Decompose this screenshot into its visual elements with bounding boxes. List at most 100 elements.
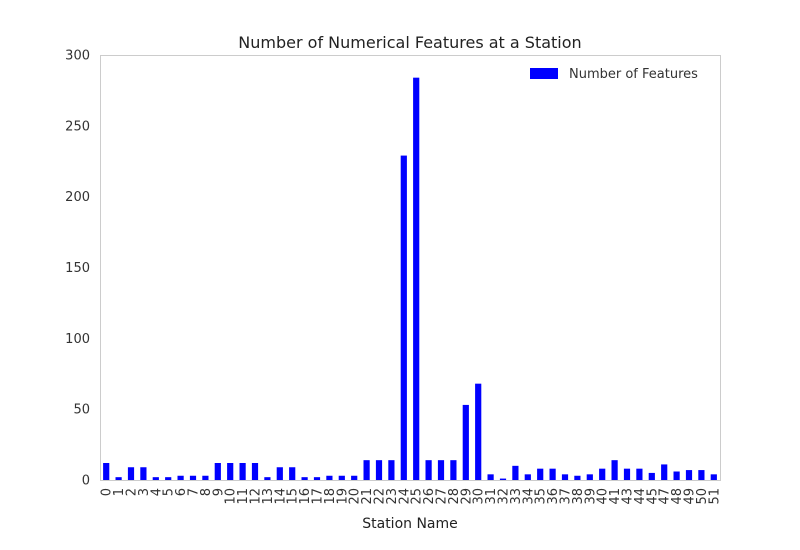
x-tick-label: 23 <box>385 488 400 505</box>
bar <box>239 463 246 480</box>
y-tick-label: 50 <box>73 403 90 418</box>
bar <box>189 475 197 480</box>
x-tick-label: 40 <box>596 488 611 505</box>
bar <box>661 464 668 480</box>
bar <box>512 465 519 480</box>
bar <box>388 460 395 480</box>
y-tick-labels: 0 50 100 150 200 250 300 <box>65 49 90 489</box>
bar <box>177 475 184 480</box>
x-tick-label: 28 <box>447 488 462 505</box>
bar <box>400 155 407 480</box>
bar <box>487 474 494 480</box>
bar <box>127 467 135 480</box>
bar <box>301 477 308 480</box>
x-tick-label: 24 <box>397 488 412 505</box>
x-tick-label: 50 <box>695 488 710 505</box>
x-tick-label: 2 <box>125 488 140 496</box>
bar <box>326 475 333 480</box>
x-tick-label: 48 <box>670 488 685 505</box>
x-tick-label: 9 <box>211 488 226 496</box>
x-tick-label: 39 <box>583 488 598 505</box>
x-tick-label: 22 <box>373 488 388 505</box>
x-tick-label: 15 <box>286 488 301 505</box>
bar <box>648 472 655 480</box>
bar <box>499 478 507 480</box>
legend: Number of Features <box>530 67 698 82</box>
x-tick-label: 41 <box>608 488 623 505</box>
x-tick-label: 8 <box>199 488 214 496</box>
bar <box>673 471 680 480</box>
bar <box>202 475 209 480</box>
x-tick-label: 37 <box>559 488 574 505</box>
bar <box>524 474 531 480</box>
bar <box>227 463 234 480</box>
bar <box>636 468 643 480</box>
x-axis-title: Station Name <box>362 516 458 532</box>
x-tick-label: 5 <box>162 488 177 496</box>
y-tick-label: 0 <box>82 474 90 489</box>
x-tick-label: 36 <box>546 488 561 505</box>
x-tick-label: 18 <box>323 488 338 505</box>
x-tick-labels: 0123456789101112131415161718192021222324… <box>100 488 723 505</box>
x-tick-label: 11 <box>236 488 251 505</box>
bar <box>413 77 420 481</box>
bar <box>165 477 172 480</box>
x-tick-label: 1 <box>112 488 127 496</box>
legend-label: Number of Features <box>569 67 698 82</box>
bar <box>574 475 581 480</box>
x-tick-label: 47 <box>658 488 673 505</box>
bar <box>363 460 370 480</box>
x-tick-label: 13 <box>261 488 276 505</box>
x-tick-label: 14 <box>273 488 288 505</box>
bar <box>103 463 110 480</box>
bar <box>251 463 259 480</box>
bar <box>710 474 717 480</box>
x-tick-label: 38 <box>571 488 586 505</box>
bar <box>214 463 221 480</box>
x-tick-label: 32 <box>497 488 512 505</box>
x-tick-label: 20 <box>348 488 363 505</box>
x-tick-label: 4 <box>149 488 164 496</box>
bar <box>450 460 457 480</box>
x-tick-label: 33 <box>509 488 524 505</box>
x-tick-label: 35 <box>534 488 549 505</box>
y-tick-label: 300 <box>65 49 90 64</box>
x-tick-label: 17 <box>311 488 326 505</box>
x-tick-label: 30 <box>472 488 487 505</box>
bar <box>264 477 271 480</box>
x-tick-label: 3 <box>137 488 152 496</box>
bar <box>115 477 122 480</box>
bar <box>623 468 631 480</box>
bar <box>462 404 469 480</box>
bar <box>313 477 321 480</box>
y-tick-label: 250 <box>65 119 90 134</box>
bar <box>338 475 345 480</box>
x-tick-label: 44 <box>633 488 648 505</box>
x-tick-label: 51 <box>707 488 722 505</box>
bar <box>586 474 593 480</box>
y-tick-label: 200 <box>65 190 90 205</box>
bar <box>152 477 159 480</box>
x-tick-label: 7 <box>187 488 202 496</box>
x-tick-label: 10 <box>224 488 239 505</box>
bar <box>561 474 569 480</box>
y-tick-label: 100 <box>65 332 90 347</box>
bar <box>537 468 544 480</box>
x-tick-label: 26 <box>422 488 437 505</box>
x-tick-label: 6 <box>174 488 189 496</box>
y-tick-label: 150 <box>65 261 90 276</box>
x-tick-label: 29 <box>459 488 474 505</box>
legend-swatch <box>530 68 558 79</box>
x-tick-label: 25 <box>410 488 425 505</box>
bar <box>140 467 147 480</box>
x-tick-label: 0 <box>100 488 115 496</box>
bar <box>685 470 693 480</box>
x-tick-label: 34 <box>521 488 536 505</box>
bar <box>599 468 606 480</box>
bar <box>375 460 383 480</box>
x-tick-label: 21 <box>360 488 375 505</box>
x-tick-label: 27 <box>435 488 450 505</box>
bar <box>289 467 296 480</box>
x-tick-label: 19 <box>335 488 350 505</box>
